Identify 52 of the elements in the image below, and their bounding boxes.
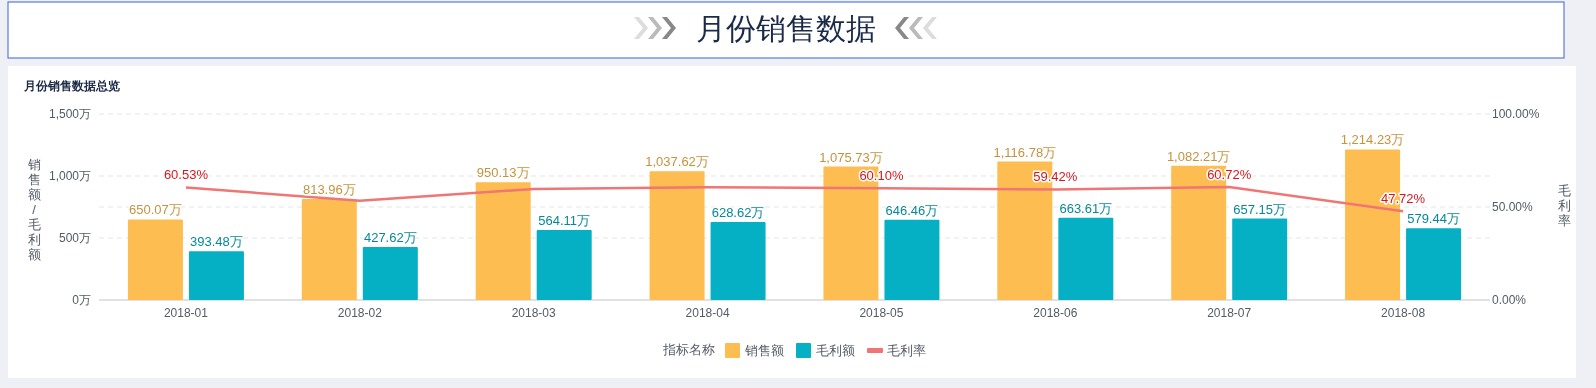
bar <box>710 222 766 300</box>
bar <box>884 219 940 300</box>
chart-title: 月份销售数据 <box>696 12 876 45</box>
x-tick-label: 2018-02 <box>337 306 383 320</box>
data-label: 579.44万 <box>1407 211 1460 227</box>
bar <box>1406 228 1462 300</box>
x-tick-label: 2018-01 <box>163 306 209 320</box>
data-label: 813.96万 <box>302 182 356 198</box>
chart-subtitle: 月份销售数据总览 <box>23 79 120 93</box>
x-tick-label: 2018-06 <box>1033 306 1078 320</box>
y2-tick-label: 50.00% <box>1492 200 1534 214</box>
x-tick-label: 2018-07 <box>1207 306 1252 320</box>
legend-label: 销售额 <box>744 343 784 358</box>
data-label: 60.53% <box>163 167 209 183</box>
y-tick-label: 1,000万 <box>48 169 91 183</box>
data-label: 628.62万 <box>711 205 765 221</box>
y-axis-title: 销售额/毛利额 <box>26 157 41 262</box>
data-label: 1,037.62万 <box>645 154 709 170</box>
data-label: 393.48万 <box>190 234 243 250</box>
x-tick-label: 2018-08 <box>1381 306 1426 320</box>
data-label: 663.61万 <box>1059 200 1113 216</box>
y2-axis-title: 毛利率 <box>1557 183 1571 228</box>
bar <box>188 251 244 300</box>
data-label: 650.07万 <box>129 202 182 218</box>
legend-label: 毛利额 <box>816 343 855 358</box>
bar <box>1232 218 1288 300</box>
data-label: 950.13万 <box>476 165 530 181</box>
data-label: 1,214.23万 <box>1340 132 1405 148</box>
bar <box>127 219 183 300</box>
data-label: 1,075.73万 <box>819 149 883 165</box>
legend-title: 指标名称 <box>662 342 715 357</box>
bar <box>362 246 418 300</box>
y2-tick-label: 100.00% <box>1492 107 1540 121</box>
x-tick-label: 2018-03 <box>511 306 557 320</box>
x-tick-label: 2018-04 <box>685 306 730 320</box>
data-label: 564.11万 <box>538 213 591 229</box>
bar <box>475 182 531 300</box>
bar <box>1058 217 1114 300</box>
bar <box>649 171 705 300</box>
y2-tick-label: 0.00% <box>1492 293 1527 307</box>
data-label: 657.15万 <box>1233 201 1287 217</box>
y-tick-label: 0万 <box>72 293 91 307</box>
y-tick-label: 500万 <box>58 231 91 245</box>
bar <box>536 230 592 300</box>
data-label: 646.46万 <box>885 202 939 218</box>
data-label: 1,082.21万 <box>1166 148 1231 164</box>
data-label: 1,116.78万 <box>993 144 1057 160</box>
legend-label: 毛利率 <box>887 343 926 358</box>
data-label: 427.62万 <box>363 229 417 245</box>
bar <box>301 199 357 300</box>
x-tick-label: 2018-05 <box>859 306 904 320</box>
y-tick-label: 1,500万 <box>48 107 91 121</box>
